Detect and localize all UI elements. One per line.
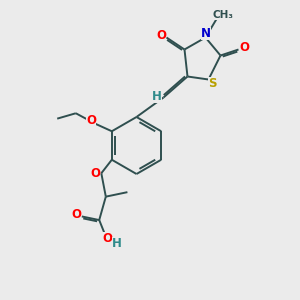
Text: H: H: [112, 237, 122, 250]
Text: O: O: [239, 40, 249, 54]
Text: O: O: [86, 114, 96, 127]
Text: CH₃: CH₃: [212, 10, 233, 20]
Text: O: O: [71, 208, 81, 220]
Text: H: H: [152, 89, 162, 103]
Text: N: N: [200, 27, 211, 40]
Text: O: O: [156, 28, 166, 42]
Text: O: O: [102, 232, 112, 245]
Text: O: O: [90, 167, 100, 180]
Text: S: S: [208, 76, 216, 90]
